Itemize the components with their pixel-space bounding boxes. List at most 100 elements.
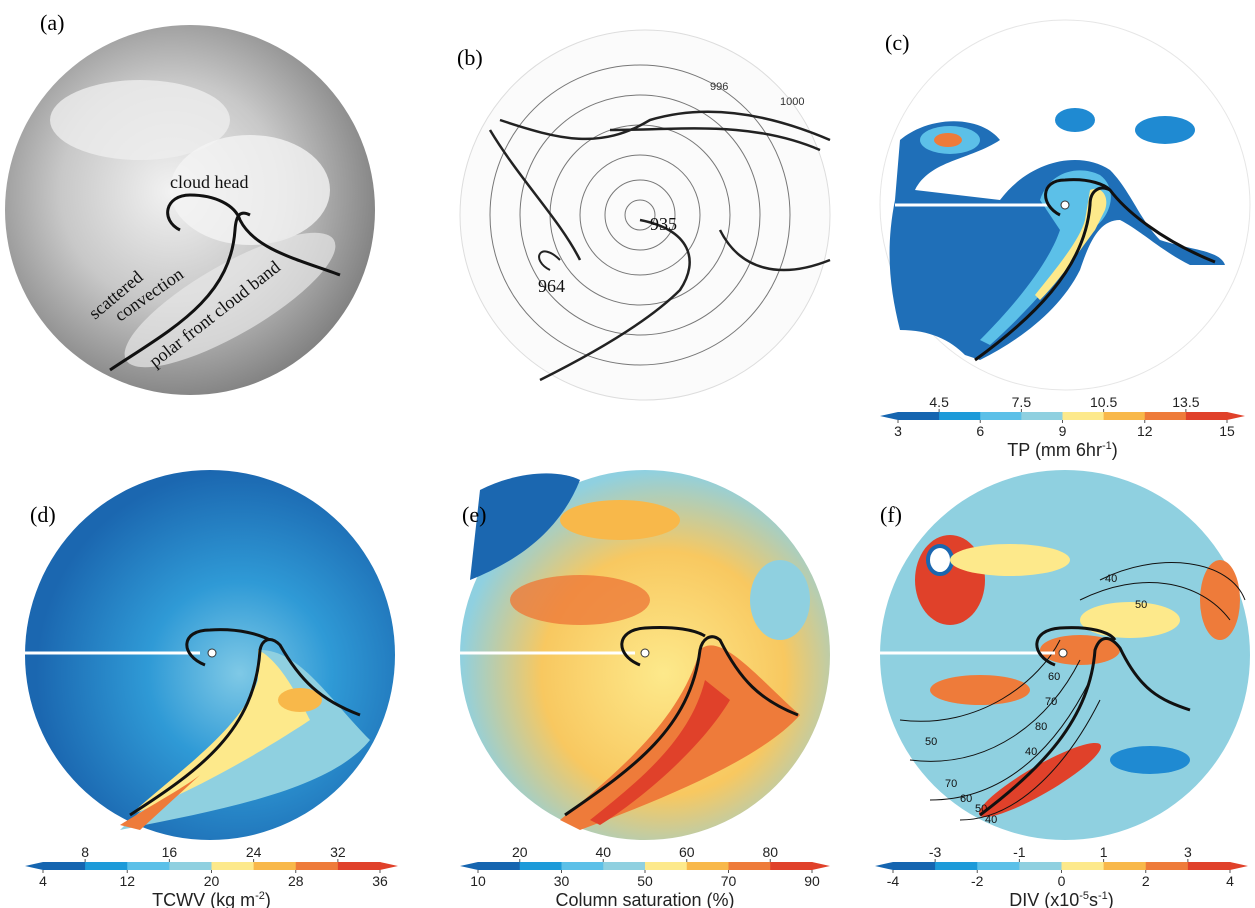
colorbar-swatch <box>770 862 813 870</box>
colorbar-label: 4 <box>39 873 47 889</box>
colorbar-label: 3 <box>894 423 902 439</box>
colorbar-swatch <box>1185 412 1228 420</box>
colorbar-label: 28 <box>288 873 304 889</box>
colorbar-label: 30 <box>554 873 570 889</box>
contour-line <box>899 562 1246 821</box>
colorbar-swatch <box>127 862 170 870</box>
colorbar-swatch <box>211 862 255 870</box>
colorbar-end <box>380 862 398 870</box>
colorbar-title: Column saturation (%) <box>555 890 734 908</box>
colorbar-label: 3 <box>1184 844 1192 860</box>
colorbar-label: 10.5 <box>1090 394 1117 410</box>
colorbar-swatch <box>1144 412 1187 420</box>
colorbar-swatch <box>898 412 940 420</box>
panel-label: (e) <box>462 502 486 527</box>
superscript: -2 <box>255 890 265 902</box>
isobar-label: 996 <box>710 81 728 93</box>
colorbar-swatch <box>253 862 297 870</box>
colorbar-label: 6 <box>976 423 984 439</box>
colorbar-label: 2 <box>1142 873 1150 889</box>
colorbar-label: 24 <box>246 844 262 860</box>
title-part: s <box>1089 890 1098 908</box>
colorbar-swatch <box>977 862 1020 870</box>
colorbar-end <box>1227 412 1245 420</box>
colorbar-label: 90 <box>804 873 820 889</box>
panel-label: (a) <box>40 10 64 35</box>
colorbar-label: 50 <box>637 873 653 889</box>
front-line <box>564 626 799 817</box>
colorbar-label: 12 <box>1137 423 1153 439</box>
colorbar-label: 0 <box>1058 873 1066 889</box>
panel-label: (d) <box>30 502 56 527</box>
colorbar-label: 10 <box>470 873 486 889</box>
colorbar-label: 4.5 <box>929 394 949 410</box>
synoptic-chart <box>459 29 831 401</box>
colorbar-swatch <box>1062 412 1105 420</box>
front-line <box>979 626 1191 817</box>
annotation: cloud head <box>170 172 248 192</box>
superscript: -5 <box>1079 890 1089 902</box>
colorbar-swatch <box>478 862 521 870</box>
contour-label: 60 <box>1048 671 1060 683</box>
colorbar-swatch <box>728 862 771 870</box>
title-part: ) <box>1108 890 1114 908</box>
colorbar-label: 15 <box>1219 423 1235 439</box>
contour-label: 50 <box>1135 599 1147 611</box>
panel-label: (c) <box>885 30 909 55</box>
colorbar-end <box>812 862 830 870</box>
contour-label: 40 <box>1105 573 1117 585</box>
colorbar-label: 40 <box>595 844 611 860</box>
colorbar-label: -3 <box>929 844 942 860</box>
title-part: Column saturation (%) <box>555 890 734 908</box>
colorbar-swatch <box>1019 862 1062 870</box>
colorbar-title: DIV (x10-5s-1) <box>1009 890 1114 908</box>
colorbar-end <box>880 412 898 420</box>
colorbar-swatch <box>169 862 212 870</box>
colorbar-swatch <box>337 862 381 870</box>
colorbar-label: 8 <box>81 844 89 860</box>
title-part: TCWV (kg m <box>152 890 255 908</box>
colorbar-label: 60 <box>679 844 695 860</box>
title-part: DIV (x10 <box>1009 890 1079 908</box>
colorbar-label: 1 <box>1100 844 1108 860</box>
colorbar-label: 70 <box>721 873 737 889</box>
panel-e: (e) <box>460 470 830 840</box>
title-part: ) <box>265 890 271 908</box>
contour-label: 40 <box>1025 746 1037 758</box>
colorbar-label: -2 <box>971 873 984 889</box>
colorbar-label: 12 <box>119 873 135 889</box>
colorbar-swatch <box>1021 412 1063 420</box>
colorbar-swatch <box>893 862 936 870</box>
colorbar-label: 20 <box>512 844 528 860</box>
front-line <box>488 110 831 382</box>
colorbar-swatch <box>686 862 729 870</box>
colorbar-swatch <box>43 862 86 870</box>
superscript: -1 <box>1098 890 1108 902</box>
isobar-label: 964 <box>538 276 565 296</box>
front-line <box>109 193 341 372</box>
panel-a: (a) cloud head scattered convection pola… <box>5 10 375 395</box>
colorbar-end <box>460 862 478 870</box>
colorbar-swatch <box>935 862 978 870</box>
colorbar-label: -4 <box>887 873 900 889</box>
colorbar-label: 4 <box>1226 873 1234 889</box>
colorbar-swatch <box>1061 862 1105 870</box>
contour-label: 80 <box>1035 721 1047 733</box>
colorbar-title: TP (mm 6hr-1) <box>1007 440 1117 460</box>
colorbar-swatch <box>85 862 128 870</box>
colorbar-swatch <box>939 412 981 420</box>
front-line <box>974 178 1216 362</box>
contour-label: 50 <box>925 736 937 748</box>
colorbar-end <box>875 862 893 870</box>
colorbar-swatch <box>980 412 1022 420</box>
colorbar-label: -1 <box>1013 844 1026 860</box>
isobar-label: 1000 <box>780 96 804 108</box>
colorbar-swatch <box>645 862 688 870</box>
panel-b: (b) 1000 996 935 964 <box>457 29 831 401</box>
colorbar-title: TCWV (kg m-2) <box>152 890 271 908</box>
panel-label: (f) <box>880 502 902 527</box>
panel-label: (b) <box>457 45 483 70</box>
colorbar-label: 32 <box>330 844 346 860</box>
